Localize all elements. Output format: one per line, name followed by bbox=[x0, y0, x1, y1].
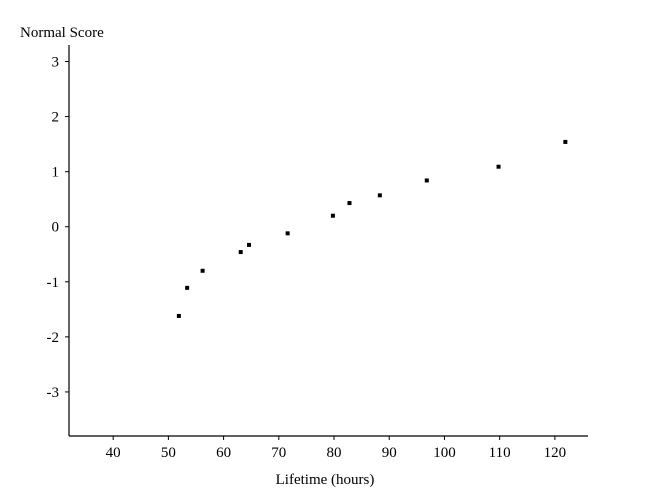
y-tick-label: 2 bbox=[52, 110, 60, 126]
data-point bbox=[185, 285, 190, 290]
x-tick-label: 110 bbox=[489, 445, 511, 461]
y-tick-label: -2 bbox=[47, 330, 60, 346]
data-point bbox=[377, 193, 382, 198]
x-tick-label: 70 bbox=[271, 445, 286, 461]
y-axis-label: Normal Score bbox=[20, 25, 104, 41]
data-point bbox=[200, 268, 205, 273]
y-tick-label: 1 bbox=[52, 165, 60, 181]
data-point bbox=[563, 139, 568, 144]
data-point bbox=[347, 201, 352, 206]
x-tick-label: 50 bbox=[161, 445, 176, 461]
data-point bbox=[285, 231, 290, 236]
x-ticks: 40 50 60 70 80 90 100 110 120 bbox=[106, 436, 566, 461]
x-tick-label: 120 bbox=[544, 445, 567, 461]
y-tick-label: 0 bbox=[52, 220, 60, 236]
x-tick-label: 100 bbox=[433, 445, 456, 461]
x-tick-label: 40 bbox=[106, 445, 121, 461]
data-point bbox=[496, 164, 501, 169]
data-point bbox=[238, 250, 243, 255]
data-point bbox=[246, 242, 251, 247]
x-tick-label: 90 bbox=[382, 445, 397, 461]
y-tick-label: -3 bbox=[47, 385, 60, 401]
y-tick-label: 3 bbox=[52, 55, 60, 71]
x-axis-label: Lifetime (hours) bbox=[276, 472, 375, 488]
data-points bbox=[176, 139, 568, 318]
data-point bbox=[424, 178, 429, 183]
x-tick-label: 80 bbox=[327, 445, 342, 461]
data-point bbox=[330, 213, 335, 218]
y-tick-label: -1 bbox=[47, 275, 60, 291]
y-ticks: 3 2 1 0 -1 -2 -3 bbox=[47, 55, 69, 401]
x-tick-label: 60 bbox=[216, 445, 231, 461]
data-point bbox=[176, 313, 181, 318]
